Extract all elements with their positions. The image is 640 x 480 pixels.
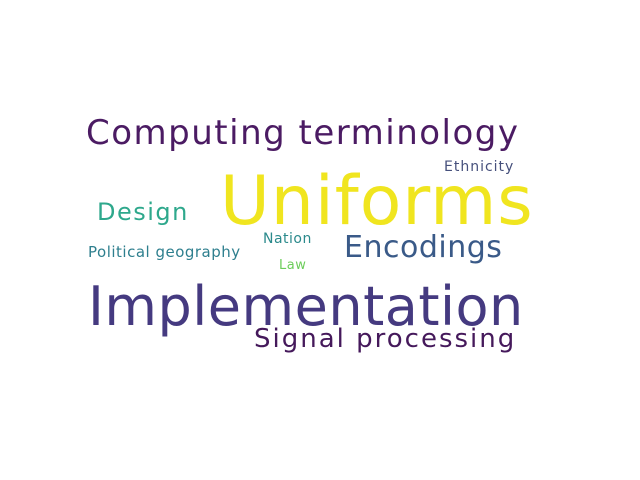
word-ethnicity: Ethnicity [444,159,515,175]
word-computing-terminology: Computing terminology [86,113,520,153]
word-implementation: Implementation [88,275,524,338]
word-encodings: Encodings [344,230,503,265]
word-design: Design [97,198,189,226]
word-nation: Nation [263,231,312,247]
word-signal-processing: Signal processing [254,324,517,354]
word-law: Law [279,258,307,273]
word-political-geography: Political geography [88,243,241,261]
word-uniforms: Uniforms [220,162,534,241]
